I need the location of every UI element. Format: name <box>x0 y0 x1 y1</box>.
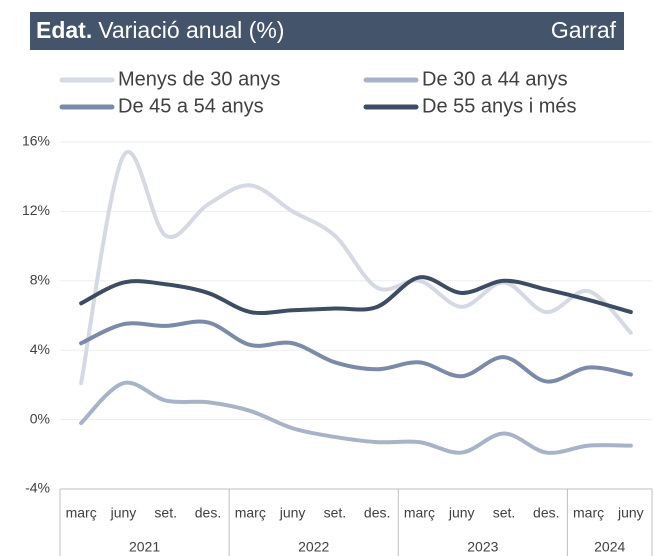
x-tick-label: des. <box>364 505 390 521</box>
x-tick-label: set. <box>493 505 516 521</box>
legend-label: De 45 a 54 anys <box>118 95 264 117</box>
y-tick-label: 0% <box>30 410 50 426</box>
y-tick-label: 4% <box>30 341 50 357</box>
x-tick-label: des. <box>533 505 559 521</box>
series-line <box>79 150 633 386</box>
x-group-label: 2023 <box>467 539 498 555</box>
series-line <box>79 380 633 455</box>
chart-subtitle: Variació anual (%) <box>98 17 284 43</box>
series-line <box>79 319 633 384</box>
y-tick-label: 8% <box>30 272 50 288</box>
legend-label: De 30 a 44 anys <box>422 68 568 90</box>
header: Edat. Variació anual (%) <box>36 17 284 43</box>
series-line <box>79 275 633 316</box>
x-tick-label: set. <box>324 505 347 521</box>
x-group-label: 2021 <box>129 539 160 555</box>
x-tick-label: juny <box>279 505 306 521</box>
y-tick-label: -4% <box>25 480 50 496</box>
chart-title: Edat. <box>36 17 92 43</box>
x-tick-label: març <box>66 505 97 521</box>
x-tick-label: març <box>404 505 435 521</box>
y-tick-label: 12% <box>22 202 50 218</box>
legend-label: De 55 anys i més <box>422 95 577 117</box>
x-tick-label: juny <box>448 505 475 521</box>
legend-label: Menys de 30 anys <box>118 68 280 90</box>
x-group-label: 2022 <box>298 539 329 555</box>
x-group-label: 2024 <box>594 539 625 555</box>
header-bar <box>30 12 624 50</box>
x-tick-label: març <box>573 505 604 521</box>
x-tick-label: set. <box>154 505 177 521</box>
x-tick-label: des. <box>195 505 221 521</box>
x-tick-label: juny <box>617 505 644 521</box>
x-tick-label: juny <box>110 505 137 521</box>
x-tick-label: març <box>235 505 266 521</box>
region-label: Garraf <box>551 17 617 43</box>
y-tick-label: 16% <box>22 133 50 149</box>
